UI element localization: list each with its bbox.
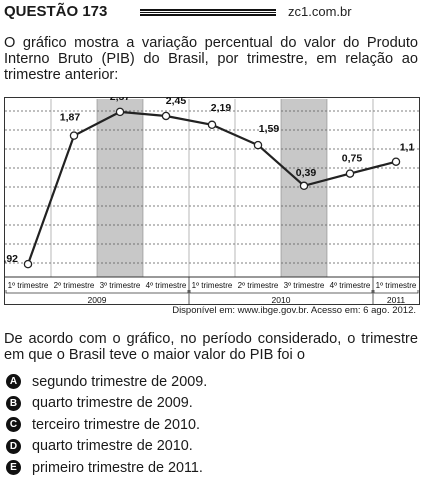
source-site: zc1.com.br: [288, 4, 352, 19]
option-letter: D: [6, 438, 21, 454]
data-label: 1,1: [400, 142, 415, 154]
data-point: [345, 169, 355, 178]
option-text: primeiro trimestre de 2011.: [32, 459, 203, 476]
option-letter: A: [6, 374, 21, 390]
option-letter: B: [6, 395, 21, 411]
tick-label: 4º trimestre: [330, 281, 371, 290]
data-point: [23, 259, 33, 269]
tick-label: 4º trimestre: [146, 281, 187, 290]
year-label: 2010: [272, 295, 291, 305]
option-text: quarto trimestre de 2009.: [32, 395, 193, 412]
year-bracket: [189, 290, 373, 294]
option-text: quarto trimestre de 2010.: [32, 438, 193, 455]
tick-label: 1º trimestre: [8, 281, 49, 290]
option-letter: C: [6, 417, 21, 433]
question-text: De acordo com o gráfico, no período cons…: [4, 331, 418, 363]
tick-label: 2º trimestre: [54, 281, 95, 290]
shaded-column: [97, 99, 143, 277]
tick-label: 1º trimestre: [192, 281, 233, 290]
option-text: terceiro trimestre de 2010.: [32, 416, 200, 433]
data-label: 1,59: [259, 123, 280, 135]
question-number: QUESTÃO 173: [4, 3, 108, 20]
year-bracket: [5, 290, 189, 294]
data-label: 0,39: [296, 167, 317, 179]
data-point: [69, 131, 79, 140]
data-label: 0,75: [342, 153, 363, 165]
data-point: [299, 181, 309, 191]
tick-label: 3º trimestre: [284, 281, 325, 290]
option-text: segundo trimestre de 2009.: [32, 373, 208, 390]
data-label: 1,87: [60, 112, 81, 124]
tick-label: 3º trimestre: [100, 281, 141, 290]
year-bracket: [373, 290, 419, 294]
data-point: [115, 107, 125, 117]
gdp-line-chart: -1,92 1,87 2,57 2,45 2,19 1,59 0,39 0,75 1,1 1º t…: [4, 97, 420, 305]
data-label: -1,92: [4, 253, 18, 265]
data-point: [161, 111, 171, 121]
year-label: 2009: [88, 295, 107, 305]
data-label: 2,57: [110, 97, 131, 103]
data-point: [207, 120, 217, 130]
year-label: 2011: [387, 295, 406, 305]
data-point: [391, 157, 401, 166]
data-point: [253, 140, 263, 150]
header-rule: [140, 9, 276, 16]
tick-label: 2º trimestre: [238, 281, 279, 290]
intro-text: O gráfico mostra a variação percentual d…: [4, 35, 418, 83]
data-label: 2,45: [166, 97, 187, 107]
question-header: QUESTÃO 173 zc1.com.br: [4, 2, 420, 24]
tick-label: 1º trimestre: [376, 281, 417, 290]
data-label: 2,19: [211, 102, 232, 114]
option-letter: E: [6, 460, 21, 476]
chart-credit: Disponível em: www.ibge.gov.br. Acesso e…: [172, 305, 416, 316]
